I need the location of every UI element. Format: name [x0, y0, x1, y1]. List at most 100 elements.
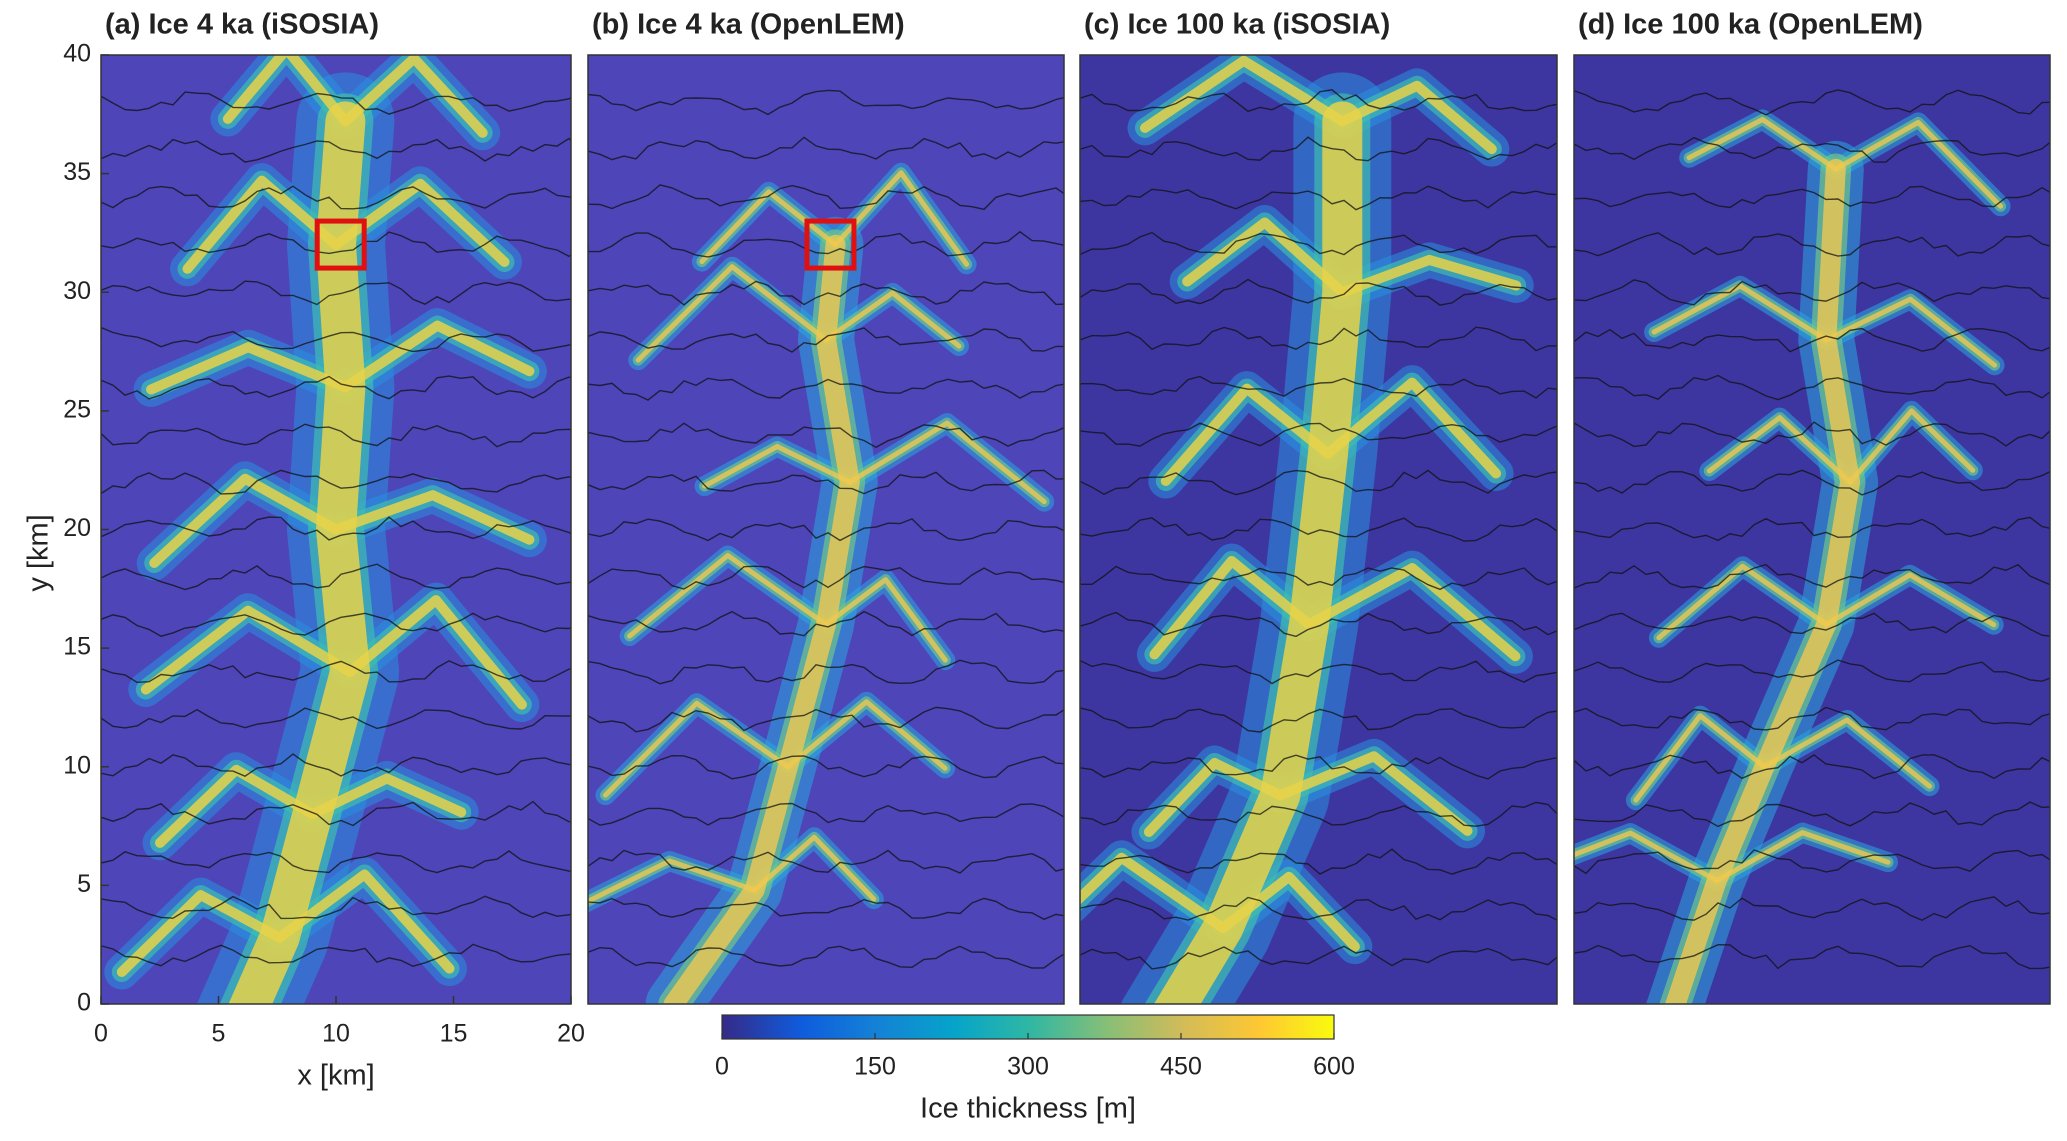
- glacier-branch: [635, 264, 829, 363]
- contour-line: [1574, 516, 2050, 542]
- glacier-branch: [1182, 217, 1348, 298]
- glacier-branch: [274, 869, 455, 974]
- contour-line: [588, 659, 1064, 685]
- contour-line: [101, 375, 571, 400]
- y-tick-label: 0: [77, 989, 91, 1017]
- contour-line: [101, 612, 571, 637]
- contour-line: [1574, 185, 2050, 209]
- contour-line: [1080, 89, 1557, 113]
- contour-line: [1574, 943, 2050, 970]
- glacier-branch: [1337, 254, 1522, 298]
- y-tick-label: 5: [77, 870, 91, 898]
- contour-line: [1574, 801, 2050, 828]
- colorbar-tick-label: 300: [1007, 1053, 1049, 1081]
- contour-line: [101, 91, 571, 115]
- contour-line: [1080, 278, 1557, 306]
- glacier-branch: [1706, 415, 1853, 485]
- contour-line: [101, 753, 571, 777]
- x-axis-label: x [km]: [297, 1060, 374, 1092]
- glacier-branch: [1275, 751, 1473, 836]
- contour-line: [101, 850, 571, 874]
- panel-title: (c) Ice 100 ka (iSOSIA): [1084, 9, 1390, 41]
- contour-line: [1574, 754, 2050, 780]
- contour-line: [588, 706, 1064, 733]
- glacier-branch: [1714, 830, 1891, 884]
- contour-line: [1080, 945, 1557, 970]
- contour-line: [588, 897, 1064, 921]
- panel-title: (d) Ice 100 ka (OpenLEM): [1578, 9, 1923, 41]
- contour-line: [101, 185, 571, 210]
- glacier-branch: [699, 189, 838, 265]
- contour-line: [1080, 611, 1557, 638]
- contour-line: [588, 802, 1064, 826]
- contour-line: [1080, 326, 1557, 352]
- colorbar-label: Ice thickness [m]: [920, 1093, 1136, 1125]
- glacier-branch: [146, 342, 351, 395]
- glacier-branch: [149, 473, 341, 568]
- contour-line: [588, 469, 1064, 495]
- glacier-branch: [1823, 572, 1997, 628]
- glacier-branch: [1847, 408, 1976, 485]
- contour-line: [1574, 374, 2050, 401]
- glacier-branch: [1143, 758, 1286, 837]
- glacier-branch: [833, 170, 970, 267]
- highlight-box: [314, 218, 367, 271]
- glacier-branch: [847, 420, 1047, 505]
- contour-line: [101, 707, 571, 730]
- glacier-branch: [1337, 80, 1497, 155]
- glacier-branch: [307, 773, 467, 820]
- contour-line: [1080, 754, 1557, 780]
- contour-line: [1574, 232, 2050, 257]
- contour-line: [101, 516, 571, 541]
- contour-line: [1574, 706, 2050, 731]
- glacier-branch: [340, 55, 488, 138]
- glacier-trunk: [1154, 101, 1363, 1004]
- glacier-branch: [627, 553, 829, 639]
- contour-line: [101, 895, 571, 920]
- y-tick-label: 10: [63, 751, 91, 779]
- glacier-branch: [155, 764, 318, 848]
- contour-line: [101, 231, 571, 258]
- contour-line: [1080, 659, 1557, 685]
- y-tick-label: 15: [63, 633, 91, 661]
- x-tick-label: 5: [212, 1020, 226, 1048]
- glacier-branch: [823, 577, 948, 663]
- glacier-branch: [1833, 119, 2004, 209]
- x-tick-label: 0: [94, 1020, 108, 1048]
- glacier-branch: [588, 858, 758, 905]
- contour-line: [101, 423, 571, 448]
- contour-line: [588, 184, 1064, 211]
- glacier-branch: [1323, 377, 1502, 479]
- glacier-branch: [1304, 563, 1521, 662]
- glacier-branch: [1574, 830, 1720, 884]
- glacier-branch: [1761, 717, 1932, 789]
- glacier-branch: [1651, 283, 1829, 343]
- glacier-branch: [1656, 563, 1829, 641]
- glacier-branch: [702, 444, 853, 489]
- contour-line: [1080, 801, 1557, 827]
- glacier-trunk: [663, 234, 860, 1004]
- y-tick-label: 20: [63, 514, 91, 542]
- glacier-branch: [1149, 556, 1314, 660]
- glacier-branch: [1633, 713, 1767, 803]
- contour-line: [588, 280, 1064, 306]
- glacier-branch: [752, 834, 877, 902]
- contour-line: [1080, 375, 1557, 399]
- contour-line: [101, 563, 571, 591]
- panel-frame: [587, 54, 1065, 1005]
- contour-line: [588, 518, 1064, 542]
- panel-frame: [1573, 54, 2051, 1005]
- map-panel: [101, 55, 571, 1004]
- contour-line: [1080, 707, 1557, 733]
- contour-line: [1574, 469, 2050, 496]
- x-tick-label: 10: [322, 1020, 350, 1048]
- contour-line: [588, 565, 1064, 590]
- contour-line: [1574, 279, 2050, 306]
- contour-line: [588, 422, 1064, 449]
- contour-line: [1574, 659, 2050, 683]
- colorbar-tick-label: 0: [715, 1053, 729, 1081]
- contour-line: [588, 136, 1064, 161]
- contour-line: [1574, 849, 2050, 875]
- contour-line: [1080, 896, 1557, 921]
- contour-line: [101, 943, 571, 967]
